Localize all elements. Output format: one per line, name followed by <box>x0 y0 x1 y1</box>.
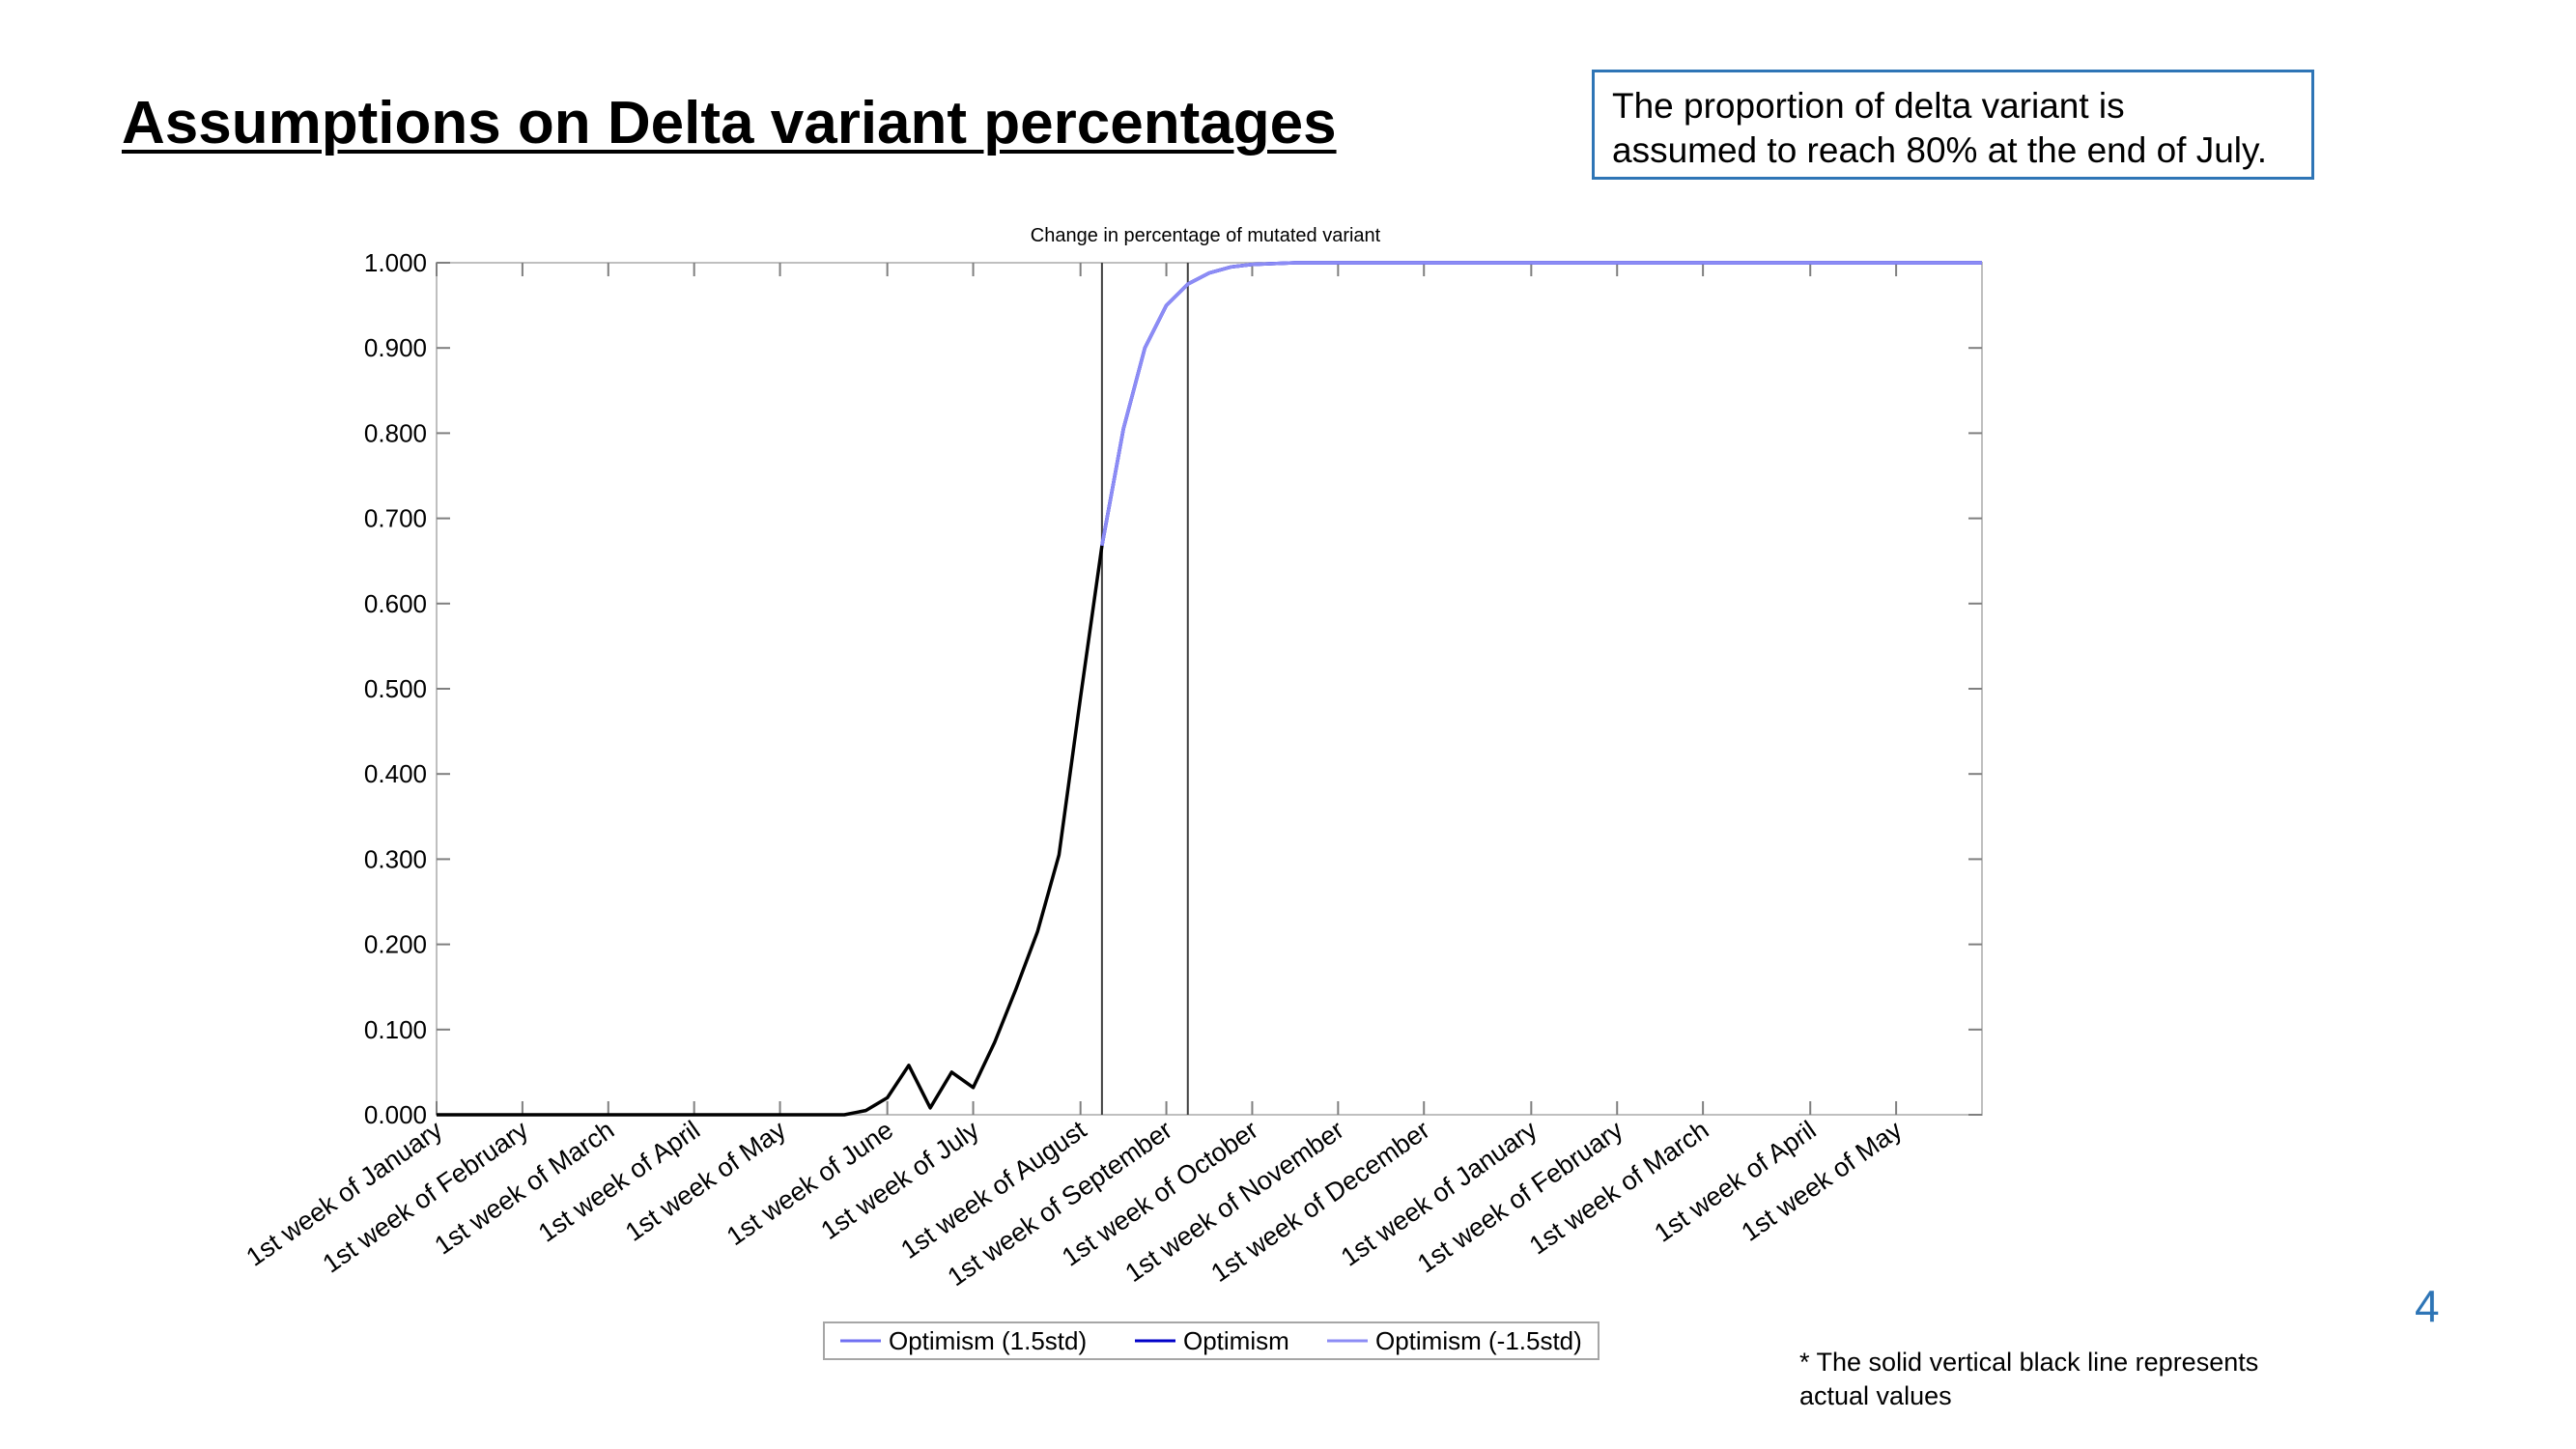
note-line-1: The proportion of delta variant is <box>1612 86 2125 126</box>
legend-label: Optimism <box>1183 1326 1289 1355</box>
x-tick-label: 1st week of May <box>1737 1115 1908 1247</box>
page-number: 4 <box>2415 1281 2440 1331</box>
vertical-lines <box>1100 263 1189 1115</box>
series-line <box>437 545 1104 1117</box>
y-tick-label: 0.600 <box>364 589 427 618</box>
legend-box <box>823 1321 1599 1360</box>
y-tick-label: 0.700 <box>364 504 427 533</box>
legend: Optimism (1.5std) Optimism Optimism (-1.5s… <box>823 1321 1599 1360</box>
y-tick-label: 0.900 <box>364 333 427 362</box>
y-tick-label: 0.300 <box>364 844 427 873</box>
y-tick-label: 0.200 <box>364 930 427 959</box>
series-line <box>1100 261 1982 547</box>
series-line <box>1100 261 1982 547</box>
legend-label: Optimism (-1.5std) <box>1375 1326 1582 1355</box>
plot-frame <box>436 262 1983 1116</box>
page-title: Assumptions on Delta variant percentages <box>122 90 1337 156</box>
series-lines <box>437 261 1982 1117</box>
y-tick-label: 0.000 <box>364 1100 427 1129</box>
y-tick-label: 1.000 <box>364 248 427 277</box>
y-tick-label: 0.100 <box>364 1015 427 1044</box>
y-axis: 0.000 0.100 0.200 0.300 0.400 0.500 0.600 0.700… <box>364 248 1982 1129</box>
series-line <box>1100 261 1982 547</box>
legend-label: Optimism (1.5std) <box>889 1326 1087 1355</box>
note-line-2: assumed to reach 80% at the end of July. <box>1612 130 2268 170</box>
y-tick-label: 0.800 <box>364 418 427 447</box>
note-box: The proportion of delta variant is assum… <box>1592 70 2314 180</box>
footnote-line-1: * The solid vertical black line represen… <box>1799 1348 2259 1377</box>
y-tick-label: 0.400 <box>364 759 427 788</box>
footnote: * The solid vertical black line represen… <box>1799 1346 2340 1413</box>
chart-title: Change in percentage of mutated variant <box>1031 225 1381 246</box>
y-tick-label: 0.500 <box>364 674 427 703</box>
footnote-line-2: actual values <box>1799 1381 1952 1410</box>
